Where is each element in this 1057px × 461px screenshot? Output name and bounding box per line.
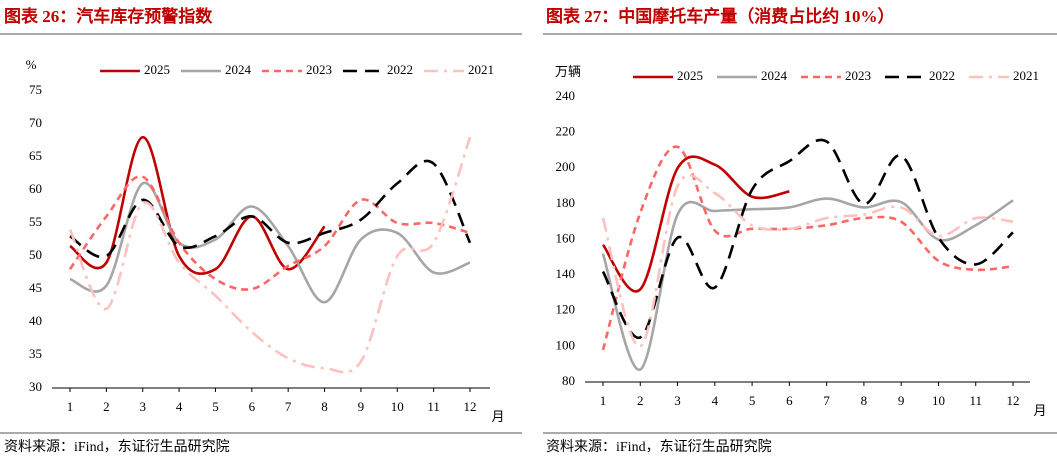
- x-tick-label: 5: [212, 399, 219, 414]
- x-tick-label: 9: [358, 399, 365, 414]
- y-tick-label: 30: [29, 379, 42, 394]
- y-tick-label: 200: [556, 159, 576, 174]
- series-line: [69, 181, 471, 304]
- x-tick-label: 1: [600, 393, 607, 408]
- legend-label: 2025: [677, 68, 703, 83]
- y-tick-label: 240: [556, 88, 576, 103]
- legend-label: 2025: [144, 62, 170, 77]
- x-tick-label: 9: [898, 393, 905, 408]
- series-line: [69, 159, 472, 259]
- x-tick-label: 7: [285, 399, 292, 414]
- y-tick-label: 60: [29, 181, 42, 196]
- legend-label: 2023: [306, 62, 332, 77]
- x-tick-label: 10: [391, 399, 404, 414]
- x-tick-label: 5: [749, 393, 756, 408]
- y-tick-label: 40: [29, 313, 42, 328]
- legend-label: 2022: [387, 62, 413, 77]
- x-tick-label: 6: [249, 399, 256, 414]
- y-tick-label: 45: [29, 280, 42, 295]
- legend-label: 2023: [845, 68, 871, 83]
- source: 资料来源：iFind，东证衍生品研究院: [546, 439, 772, 455]
- series-line: [601, 145, 1014, 351]
- x-tick-label: 12: [1007, 393, 1020, 408]
- x-tick-label: 3: [674, 393, 681, 408]
- legend-label: 2022: [929, 68, 955, 83]
- source: 资料来源：iFind，东证衍生品研究院: [4, 439, 230, 455]
- y-tick-label: 160: [556, 230, 576, 245]
- y-tick-label: 65: [29, 148, 42, 163]
- y-tick-label: 75: [29, 82, 42, 97]
- x-tick-label: 8: [321, 399, 328, 414]
- x-axis-label: 月: [1033, 403, 1046, 418]
- legend-label: 2024: [761, 68, 788, 83]
- y-tick-label: 50: [29, 247, 42, 262]
- series-line: [601, 155, 790, 293]
- x-tick-label: 7: [823, 393, 830, 408]
- legend-label: 2021: [1013, 68, 1039, 83]
- x-tick-label: 6: [786, 393, 793, 408]
- y-tick-label: 55: [29, 214, 42, 229]
- chart-title: 图表 26：汽车库存预警指数: [4, 6, 213, 26]
- series-line: [68, 175, 471, 291]
- chart-title: 图表 27：中国摩托车产量（消费占比约 10%）: [546, 6, 895, 26]
- y-tick-label: 70: [29, 115, 42, 130]
- series-line: [68, 136, 472, 374]
- y-tick-label: 180: [556, 195, 576, 210]
- x-tick-label: 2: [637, 393, 644, 408]
- y-tick-label: 100: [556, 337, 576, 352]
- x-tick-label: 11: [969, 393, 982, 408]
- legend-label: 2021: [468, 62, 494, 77]
- y-tick-label: 120: [556, 302, 576, 317]
- x-tick-label: 1: [67, 399, 74, 414]
- x-axis-label: 月: [491, 409, 504, 424]
- y-unit: 万辆: [555, 64, 581, 79]
- y-unit: %: [26, 57, 37, 72]
- y-tick-label: 140: [556, 266, 576, 281]
- x-tick-label: 2: [103, 399, 110, 414]
- x-tick-label: 12: [464, 399, 477, 414]
- legend-label: 2024: [225, 62, 252, 77]
- x-tick-label: 8: [861, 393, 868, 408]
- x-tick-label: 4: [712, 393, 719, 408]
- y-tick-label: 220: [556, 124, 576, 139]
- x-tick-label: 3: [139, 399, 146, 414]
- x-tick-label: 10: [932, 393, 945, 408]
- y-tick-label: 35: [29, 346, 42, 361]
- series-line: [601, 197, 1014, 371]
- x-tick-label: 4: [176, 399, 183, 414]
- y-tick-label: 80: [562, 373, 575, 388]
- series-line: [601, 138, 1014, 339]
- x-tick-label: 11: [427, 399, 440, 414]
- series-line: [601, 173, 1014, 348]
